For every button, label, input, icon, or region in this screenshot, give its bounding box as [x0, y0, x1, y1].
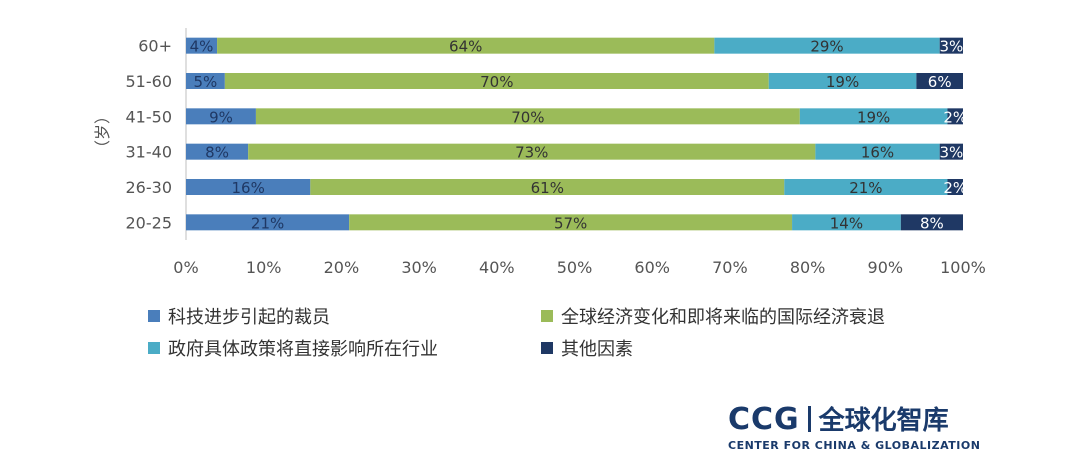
logo-divider	[807, 406, 811, 432]
bar-segment	[799, 108, 948, 125]
bar-segment	[186, 73, 225, 89]
data-label: 19%	[826, 73, 859, 91]
bar-segment	[349, 214, 793, 231]
legend-item-global-economy: 全球经济变化和即将来临的国际经济衰退	[541, 303, 885, 329]
bar-segment	[916, 73, 963, 89]
bar-segment	[217, 37, 715, 54]
category-label: 41-50	[126, 107, 173, 126]
data-label: 16%	[231, 179, 264, 197]
data-label: 61%	[531, 179, 564, 197]
x-tick-label: 30%	[401, 258, 437, 277]
stacked-bar-chart: 0% 10% 20% 30% 40% 50% 60% 70% 80% 90% 100% （岁） 60+ 4…	[93, 28, 986, 277]
x-tick-label: 70%	[712, 258, 748, 277]
logo-chinese-name: 全球化智库	[818, 406, 949, 436]
logo-english-name: CENTER FOR CHINA & GLOBALIZATION	[728, 439, 981, 452]
data-label: 19%	[857, 108, 890, 126]
x-tick-label: 0%	[173, 258, 198, 277]
bar-segment	[939, 37, 963, 54]
x-tick-label: 50%	[557, 258, 593, 277]
x-tick-label: 60%	[634, 258, 670, 277]
category-label: 26-30	[126, 178, 173, 197]
bar-segment	[714, 37, 940, 54]
legend-label: 全球经济变化和即将来临的国际经济衰退	[561, 307, 885, 328]
data-label: 14%	[830, 214, 863, 232]
bar-segment	[939, 143, 963, 160]
data-label: 57%	[554, 214, 587, 232]
legend-label: 科技进步引起的裁员	[168, 307, 330, 328]
category-label: 51-60	[126, 72, 173, 91]
data-label: 5%	[194, 73, 218, 91]
bar-segment	[186, 214, 350, 231]
x-tick-label: 20%	[324, 258, 360, 277]
x-tick-label: 10%	[246, 258, 282, 277]
bar-segment	[768, 73, 917, 89]
data-label: 70%	[480, 73, 513, 91]
legend-label: 政府具体政策将直接影响所在行业	[168, 339, 438, 360]
data-label: 70%	[511, 108, 544, 126]
legend-swatch	[541, 342, 553, 354]
logo-abbr: CCG	[728, 402, 800, 437]
legend-swatch	[541, 310, 553, 322]
data-label: 4%	[190, 38, 214, 56]
x-tick-label: 90%	[868, 258, 904, 277]
legend-item-government-policy: 政府具体政策将直接影响所在行业	[148, 335, 438, 361]
bar-segment	[792, 214, 901, 231]
legend-label: 其他因素	[561, 339, 633, 360]
legend-swatch	[148, 310, 160, 322]
data-label: 29%	[810, 38, 843, 56]
bar-segment	[186, 179, 311, 195]
bar-segment	[815, 143, 940, 160]
bar-segment	[900, 214, 963, 231]
data-label: 6%	[928, 73, 952, 91]
data-label: 3%	[939, 144, 963, 162]
category-label: 60+	[138, 37, 172, 56]
category-label: 20-25	[126, 213, 173, 232]
x-tick-label: 40%	[479, 258, 515, 277]
bar-segment	[784, 179, 948, 195]
bar-segment	[224, 73, 769, 89]
bar-segment	[248, 143, 816, 160]
data-label: 8%	[205, 144, 229, 162]
bar-segment	[186, 143, 249, 160]
legend-swatch	[148, 342, 160, 354]
y-axis-title: （岁）	[93, 108, 112, 156]
data-label: 73%	[515, 144, 548, 162]
x-tick-label: 100%	[940, 258, 986, 277]
bar-segment	[186, 108, 256, 125]
x-tick-label: 80%	[790, 258, 826, 277]
bar-segment	[310, 179, 785, 195]
bar-segment	[186, 37, 218, 54]
bar-segment	[947, 179, 963, 195]
data-label: 16%	[861, 144, 894, 162]
data-label: 2%	[943, 179, 967, 197]
bar-segment	[255, 108, 800, 125]
ccg-logo: CCG 全球化智库 CENTER FOR CHINA & GLOBALIZATIO…	[728, 400, 998, 452]
data-label: 9%	[209, 108, 233, 126]
data-label: 21%	[849, 179, 882, 197]
data-label: 8%	[920, 214, 944, 232]
category-label: 31-40	[126, 143, 173, 162]
legend-item-tech-layoffs: 科技进步引起的裁员	[148, 303, 330, 329]
legend-item-other: 其他因素	[541, 335, 633, 361]
data-label: 21%	[251, 214, 284, 232]
data-label: 2%	[943, 108, 967, 126]
data-label: 3%	[939, 38, 963, 56]
bar-segment	[947, 108, 963, 125]
data-label: 64%	[449, 38, 482, 56]
